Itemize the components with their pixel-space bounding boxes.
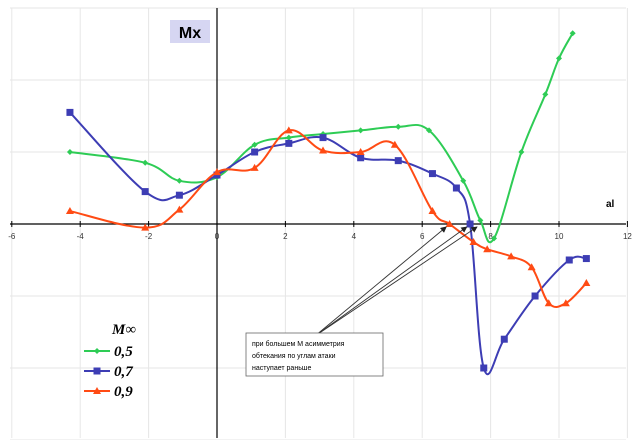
data-point: [445, 220, 454, 227]
data-point: [582, 279, 591, 287]
legend-swatch-marker: [93, 387, 101, 394]
data-point: [452, 184, 460, 192]
legend-swatch-marker: [94, 348, 100, 354]
data-point: [507, 252, 516, 260]
x-tick-label: 0: [215, 232, 220, 241]
legend-items: 0,5 0,7 0,9: [84, 344, 133, 400]
x-tick-label: 8: [488, 232, 493, 241]
data-point: [491, 235, 498, 242]
data-point: [477, 217, 484, 224]
data-point: [469, 238, 478, 245]
data-point: [556, 55, 562, 62]
legend-label: 0,7: [114, 364, 133, 380]
annotation-line-2: обтекания по углам атаки: [252, 352, 336, 360]
x-tick-label: 10: [555, 232, 564, 241]
data-point: [582, 255, 590, 263]
data-point: [428, 170, 436, 178]
annotation-box: [245, 332, 384, 377]
data-point: [66, 108, 74, 116]
x-tick-label: 4: [352, 232, 357, 241]
data-point: [483, 245, 492, 253]
annotation-line-1: при большем М асимметрия: [252, 340, 345, 348]
data-point: [466, 220, 474, 228]
data-point: [518, 149, 525, 155]
data-point: [500, 335, 508, 343]
legend-item: 0,9: [84, 384, 133, 400]
annotation-arrow: [314, 226, 447, 337]
data-point: [565, 256, 573, 264]
data-point: [357, 127, 364, 134]
x-axis-label: al: [606, 199, 615, 210]
chart-title-box: [170, 20, 210, 43]
data-point: [175, 191, 183, 199]
data-point: [284, 126, 293, 134]
x-tick-label: -4: [77, 232, 85, 241]
data-point: [394, 157, 402, 165]
series-0-7: [66, 108, 590, 376]
legend-title: M∞: [111, 322, 136, 338]
data-point: [175, 205, 184, 213]
data-point: [65, 207, 74, 215]
data-point: [250, 163, 259, 171]
data-point: [480, 364, 488, 372]
legend: M∞ 0,5 0,7 0,9: [84, 322, 136, 400]
x-tick-label: 2: [283, 232, 288, 241]
annotation-arrow: [314, 226, 468, 337]
data-point: [319, 134, 327, 142]
series-line: [69, 129, 588, 309]
data-point: [357, 154, 365, 162]
data-point: [426, 127, 433, 134]
series-layer: [65, 30, 591, 376]
x-tick-labels: -6 -4 -2 0 2 4 6 8 10 12: [8, 221, 632, 241]
legend-label: 0,9: [114, 384, 133, 400]
chart-title-text: Mx: [179, 25, 201, 42]
annotation-arrow: [314, 226, 478, 337]
series-0-9: [65, 126, 591, 309]
data-point: [542, 91, 549, 98]
x-tick-label: 12: [623, 232, 632, 241]
data-point: [142, 159, 149, 166]
annotation: при большем М асимметрия обтекания по уг…: [245, 226, 478, 377]
data-point: [141, 223, 150, 231]
data-point: [141, 188, 149, 196]
data-point: [251, 141, 258, 148]
x-tick-label: -6: [8, 232, 16, 241]
data-point: [527, 263, 536, 271]
data-point: [544, 299, 553, 307]
data-point: [531, 292, 539, 300]
data-point: [66, 149, 73, 155]
data-point: [251, 148, 259, 156]
legend-swatch-marker: [93, 367, 101, 375]
annotation-line-3: наступает раньше: [252, 365, 311, 372]
legend-label: 0,5: [114, 344, 133, 360]
data-point: [569, 30, 576, 37]
data-point: [428, 207, 437, 215]
x-tick-label: 6: [420, 232, 425, 241]
x-tick-label: -2: [145, 232, 153, 241]
data-point: [390, 140, 399, 148]
data-point: [213, 168, 221, 176]
data-point: [460, 177, 467, 184]
legend-item: 0,5: [84, 344, 133, 360]
data-point: [561, 299, 570, 307]
data-point: [285, 134, 292, 141]
annotation-arrows: [314, 226, 478, 337]
data-point: [319, 146, 328, 154]
data-point: [285, 139, 293, 147]
chart-title: Mx: [170, 20, 210, 43]
data-point: [356, 148, 365, 155]
data-point: [395, 123, 402, 130]
legend-item: 0,7: [84, 364, 133, 380]
data-point: [176, 177, 183, 184]
